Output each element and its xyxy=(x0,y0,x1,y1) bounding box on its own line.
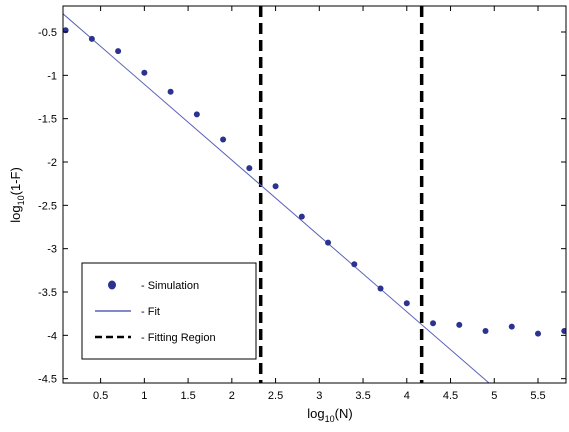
plot-frame xyxy=(62,5,567,384)
simulation-point xyxy=(351,261,358,268)
simulation-point xyxy=(298,213,305,220)
y-tick-label: -2 xyxy=(47,157,57,169)
x-tick-label: 4 xyxy=(404,390,410,402)
legend-simulation-marker xyxy=(108,280,116,290)
y-tick-label: -2.5 xyxy=(38,200,57,212)
simulation-point xyxy=(403,300,410,307)
simulation-point xyxy=(325,239,332,246)
simulation-point xyxy=(220,136,227,143)
y-tick-label: -3 xyxy=(47,244,57,256)
plot-content xyxy=(63,6,566,383)
x-tick-label: 5 xyxy=(491,390,497,402)
simulation-point xyxy=(377,285,384,292)
x-axis-label: log10(N) xyxy=(307,406,352,424)
x-tick-label: 2.5 xyxy=(268,390,283,402)
y-tick-label: -4 xyxy=(47,330,57,342)
y-axis: -0.5 -1 -1.5 -2 -2.5 -3 -3.5 -4 -4.5 xyxy=(38,27,566,386)
y-tick-label: -1.5 xyxy=(38,114,57,126)
legend-simulation-label: - Simulation xyxy=(141,280,199,292)
simulation-point xyxy=(561,328,566,334)
y-tick-label: -4.5 xyxy=(38,374,57,386)
x-tick-label: 5.5 xyxy=(530,390,545,402)
simulation-point xyxy=(482,328,489,334)
simulation-point xyxy=(141,69,148,76)
simulation-point xyxy=(272,183,279,190)
y-tick-label: -3.5 xyxy=(38,287,57,299)
simulation-point xyxy=(193,111,200,118)
simulation-point xyxy=(535,330,542,337)
legend-region-label: - Fitting Region xyxy=(141,332,216,344)
x-tick-label: 3.5 xyxy=(355,390,370,402)
x-tick-label: 4.5 xyxy=(443,390,458,402)
legend-fit-label: - Fit xyxy=(141,306,160,318)
simulation-point xyxy=(456,321,463,328)
x-tick-label: 2 xyxy=(229,390,235,402)
simulation-point xyxy=(430,320,437,327)
simulation-point xyxy=(115,48,122,55)
x-tick-label: 1 xyxy=(141,390,147,402)
x-tick-label: 3 xyxy=(316,390,322,402)
simulation-point xyxy=(88,35,95,42)
legend: - Simulation - Fit - Fitting Region xyxy=(81,262,257,360)
x-axis: 0.5 1 1.5 2 2.5 3 3.5 4 4.5 5 5.5 xyxy=(93,6,546,402)
simulation-point xyxy=(508,323,515,330)
y-tick-label: -1 xyxy=(47,70,57,82)
fit-line xyxy=(63,13,490,383)
simulation-point xyxy=(167,88,174,95)
simulation-point xyxy=(246,165,253,172)
y-axis-label: log10(1-F) xyxy=(8,167,26,223)
x-tick-label: 1.5 xyxy=(180,390,195,402)
x-tick-label: 0.5 xyxy=(93,390,108,402)
y-tick-label: -0.5 xyxy=(38,27,57,39)
